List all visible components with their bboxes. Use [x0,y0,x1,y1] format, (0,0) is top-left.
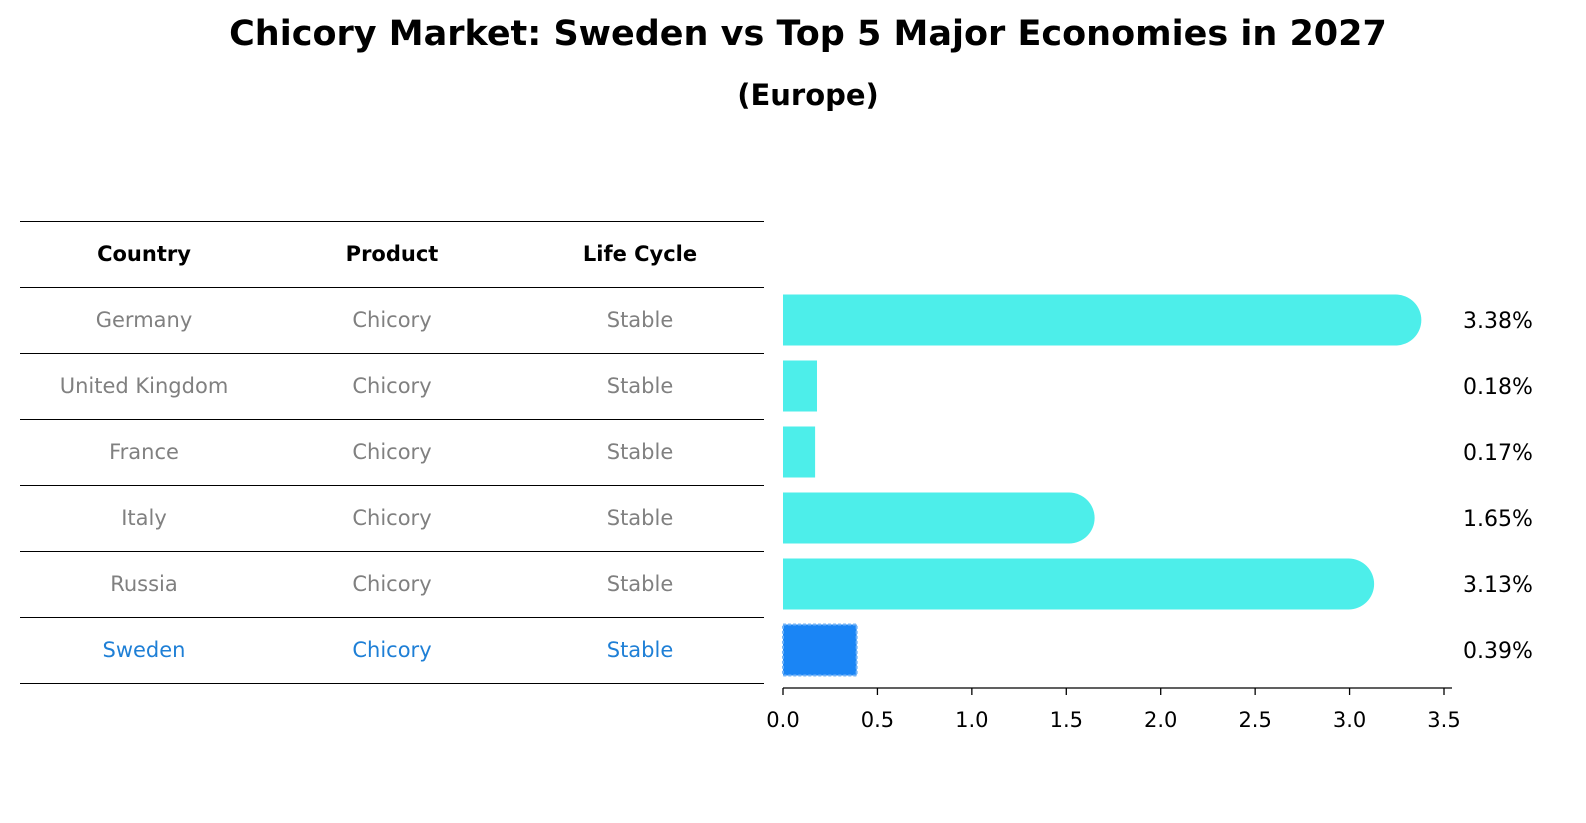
bars-group [782,294,1422,677]
table-cell: Chicory [352,506,432,530]
table-rule [20,485,764,486]
table-cell: Stable [606,506,674,530]
value-label: 0.39% [1463,639,1533,664]
x-tick-label: 3.0 [1333,708,1366,732]
table-rule [20,419,764,420]
table-cell: United Kingdom [59,374,229,398]
table-rule [20,221,764,222]
table-cell: Stable [606,374,674,398]
table-cell: Sweden [102,638,186,662]
value-labels-group: 3.38% 0.18% 0.17% 1.65% 3.13% 0.39% [1463,309,1533,664]
table-cell: Stable [606,638,674,662]
table-cell: Stable [606,308,674,332]
table-rule [20,551,764,552]
value-label: 1.65% [1463,507,1533,532]
x-tick-label: 1.5 [1050,708,1083,732]
value-label: 0.17% [1463,441,1533,466]
bar-italy [783,492,1095,544]
x-tick-label: 3.5 [1427,708,1460,732]
table-header-cell: Product [345,242,439,266]
table-cell: Chicory [352,308,432,332]
x-axis: 0.0 0.5 1.0 1.5 2.0 2.5 3.0 3.5 [766,687,1461,732]
table-cell: Chicory [352,440,432,464]
x-tick-label: 2.0 [1144,708,1177,732]
value-label: 3.38% [1463,309,1533,334]
x-tick-label: 2.5 [1238,708,1271,732]
x-tick-label: 1.0 [955,708,988,732]
chart-title: Chicory Market: Sweden vs Top 5 Major Ec… [229,14,1387,54]
x-tick-label: 0.0 [766,708,799,732]
table-rule [20,353,764,354]
x-tick-label: 0.5 [861,708,894,732]
table-cell: Chicory [352,374,432,398]
bar-sweden [782,623,858,677]
table-cell: Italy [121,506,167,530]
table-cell: Stable [606,440,674,464]
table-cell: Chicory [352,572,432,596]
bar-germany [783,294,1422,346]
bar-france [783,426,816,478]
table-rule [20,617,764,618]
table-cell: Chicory [352,638,432,662]
table-header-cell: Country [97,242,191,266]
table-rule [20,287,764,288]
table-header-cell: Life Cycle [582,242,698,266]
table-rule [20,683,764,684]
value-label: 3.13% [1463,573,1533,598]
chart-subtitle: (Europe) [737,78,879,112]
table-cell: Germany [95,308,193,332]
table-cell: Russia [110,572,178,596]
bar-united-kingdom [783,360,817,412]
table-cell: Stable [606,572,674,596]
table-cell: France [109,440,179,464]
bar-russia [783,558,1375,610]
value-label: 0.18% [1463,375,1533,400]
